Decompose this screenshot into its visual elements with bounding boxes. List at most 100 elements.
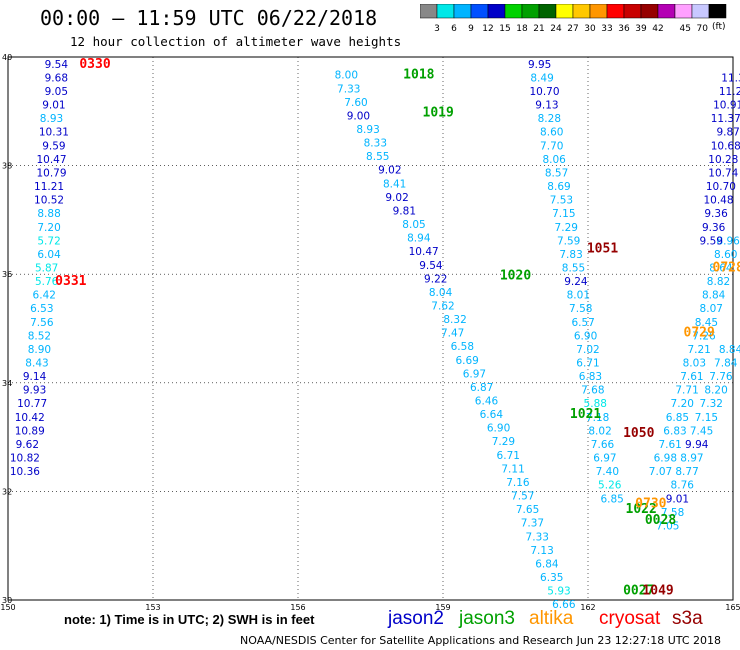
pass-time-label: 0331 (55, 274, 86, 289)
swh-value: 5.93 (547, 586, 570, 598)
swh-value: 8.60 (714, 249, 737, 261)
swh-value: 7.61 (680, 371, 703, 383)
swh-value: 10.91 (713, 100, 740, 112)
swh-value: 10.52 (34, 195, 64, 207)
swh-value: 6.85 (666, 412, 689, 424)
swh-value: 9.14 (23, 371, 47, 383)
swh-value: 6.90 (574, 330, 597, 342)
swh-value: 9.24 (564, 276, 588, 288)
swh-value: 7.68 (581, 385, 604, 397)
swh-value: 8.03 (683, 358, 706, 370)
swh-value: 6.42 (33, 290, 56, 302)
scale-label: 15 (499, 24, 510, 34)
swh-value: 9.02 (385, 192, 408, 204)
swh-value: 10.36 (10, 466, 40, 478)
scale-label: 45 (679, 24, 690, 34)
swh-value: 7.59 (557, 235, 580, 247)
swh-value: 10.74 (708, 167, 738, 179)
swh-value: 5.26 (598, 480, 622, 492)
lat-tick-label: 32 (2, 487, 12, 496)
swh-value: 10.89 (15, 425, 45, 437)
swh-value: 10.42 (15, 412, 45, 424)
swh-value: 9.54 (419, 260, 443, 272)
swh-value: 7.02 (576, 344, 599, 356)
swh-value: 8.07 (700, 303, 723, 315)
swh-value: 7.33 (337, 83, 360, 95)
lat-tick-label: 40 (2, 53, 12, 62)
pass-time-label: 1021 (570, 407, 601, 422)
swh-value: 6.83 (663, 425, 686, 437)
swh-value: 8.00 (335, 70, 358, 82)
swh-value: 6.98 (654, 453, 677, 465)
swh-value: 7.07 (649, 466, 672, 478)
swh-value: 6.83 (579, 371, 602, 383)
scale-label: 36 (618, 24, 630, 34)
swh-value: 8.55 (366, 151, 389, 163)
pass-time-label: 1020 (500, 269, 531, 284)
map-frame (7, 56, 734, 601)
lon-tick-label: 156 (290, 603, 305, 610)
swh-value: 8.49 (530, 72, 553, 84)
swh-value: 7.21 (687, 344, 710, 356)
swh-value: 8.93 (40, 113, 63, 125)
swh-value: 10.47 (36, 154, 66, 166)
swh-value: 11.3 (721, 72, 740, 84)
swh-value: 10.31 (39, 127, 69, 139)
legend-jason3: jason3 (459, 608, 515, 629)
swh-value: 6.66 (552, 599, 576, 610)
swh-value: 8.57 (545, 167, 568, 179)
pass-time-label: 0330 (79, 57, 110, 72)
swh-value: 7.29 (492, 436, 515, 448)
scale-units: (ft) (712, 22, 726, 32)
swh-value: 8.04 (429, 287, 453, 299)
swh-value: 7.58 (661, 507, 684, 519)
pass-time-label: 1049 (642, 584, 673, 599)
swh-value: 9.62 (16, 439, 39, 451)
swh-value: 9.59 (42, 140, 65, 152)
scale-label: 21 (533, 24, 544, 34)
scale-label: 27 (567, 24, 578, 34)
swh-value: 8.77 (675, 466, 698, 478)
swh-value: 7.84 (714, 358, 738, 370)
pass-time-label: 0728 (713, 260, 740, 275)
swh-value: 11.21 (34, 181, 64, 193)
swh-value: 7.26 (692, 330, 716, 342)
swh-value: 8.55 (562, 262, 585, 274)
swh-value: 7.11 (501, 463, 524, 475)
swh-value: 7.70 (540, 140, 563, 152)
swh-value: 7.65 (516, 504, 539, 516)
swh-value: 8.96 (716, 235, 740, 247)
swh-value: 9.05 (45, 86, 68, 98)
swh-value: 8.90 (28, 344, 51, 356)
scale-label: 30 (584, 24, 596, 34)
swh-value: 6.87 (470, 382, 493, 394)
legend-altika: altika (529, 608, 574, 629)
swh-value: 8.97 (680, 453, 703, 465)
lat-tick-label: 36 (2, 270, 12, 279)
map-subtitle: 12 hour collection of altimeter wave hei… (70, 34, 402, 49)
scale-label: 70 (696, 24, 708, 34)
scale-swatch (708, 4, 727, 19)
swh-value: 9.93 (23, 385, 46, 397)
swh-value: 5.87 (35, 262, 58, 274)
swh-value: 7.83 (559, 249, 582, 261)
swh-value: 5.88 (584, 398, 607, 410)
swh-value: 8.82 (707, 276, 730, 288)
swh-value: 9.81 (393, 205, 416, 217)
lat-tick-label: 34 (2, 379, 12, 388)
swh-value: 7.57 (511, 491, 534, 503)
swh-value: 7.20 (671, 398, 694, 410)
swh-value: 10.70 (529, 86, 559, 98)
swh-value: 9.02 (378, 165, 401, 177)
swh-value: 9.01 (666, 493, 689, 505)
swh-value: 6.69 (455, 355, 478, 367)
swh-value: 6.84 (535, 558, 559, 570)
pass-time-label: 0028 (645, 513, 676, 528)
pass-time-label: 1019 (423, 106, 454, 121)
swh-value: 8.93 (356, 124, 379, 136)
swh-value: 7.13 (530, 545, 553, 557)
swh-value: 7.20 (37, 222, 60, 234)
lat-tick-label: 30 (2, 596, 12, 605)
scale-label: 39 (635, 24, 647, 34)
